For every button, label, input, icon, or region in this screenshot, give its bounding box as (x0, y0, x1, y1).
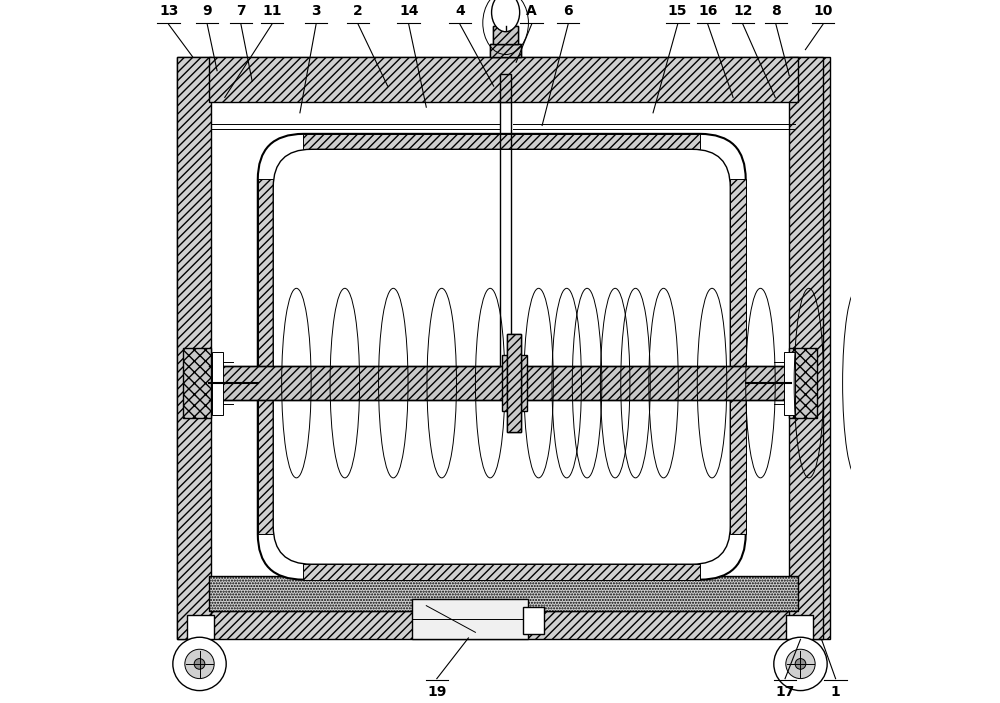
Circle shape (173, 637, 226, 690)
Text: 12: 12 (733, 4, 753, 18)
Circle shape (774, 637, 827, 690)
Text: 1: 1 (831, 685, 840, 699)
Ellipse shape (492, 0, 520, 32)
Bar (789, 348, 817, 418)
Bar (730, 179, 746, 534)
Text: 16: 16 (698, 4, 717, 18)
Bar (187, 615, 214, 639)
Circle shape (795, 659, 806, 669)
Bar (789, 57, 823, 639)
Text: A: A (526, 4, 537, 18)
Text: 9: 9 (202, 4, 212, 18)
Text: 19: 19 (427, 685, 447, 699)
Bar (493, 27, 518, 44)
Text: 11: 11 (262, 4, 282, 18)
Bar (490, 44, 521, 57)
Text: 15: 15 (668, 4, 687, 18)
Text: 3: 3 (311, 4, 321, 18)
Bar (209, 366, 791, 400)
Text: 13: 13 (159, 4, 178, 18)
Bar (507, 334, 521, 432)
Bar (177, 57, 830, 639)
Circle shape (194, 659, 205, 669)
Circle shape (786, 650, 815, 678)
Bar (412, 599, 528, 639)
Circle shape (185, 650, 214, 678)
Text: 14: 14 (399, 4, 418, 18)
FancyBboxPatch shape (258, 134, 746, 580)
Text: 8: 8 (771, 4, 781, 18)
Bar (177, 57, 211, 639)
Text: 2: 2 (353, 4, 363, 18)
Bar (786, 615, 813, 639)
Bar (212, 352, 223, 415)
Bar (303, 134, 700, 149)
Text: 6: 6 (563, 4, 573, 18)
FancyBboxPatch shape (273, 149, 730, 565)
Bar (209, 85, 798, 612)
Text: 4: 4 (455, 4, 465, 18)
Text: 17: 17 (775, 685, 795, 699)
Text: 10: 10 (813, 4, 833, 18)
Text: 7: 7 (236, 4, 246, 18)
Bar (183, 348, 211, 418)
Bar (502, 355, 527, 411)
Bar (493, 27, 518, 44)
Bar (784, 352, 795, 415)
Bar (209, 576, 798, 612)
Bar (258, 179, 273, 534)
Bar (303, 565, 700, 580)
Bar (490, 44, 521, 57)
Bar (209, 57, 798, 102)
Bar (523, 607, 544, 633)
Bar (507, 334, 521, 432)
Bar (500, 75, 511, 102)
